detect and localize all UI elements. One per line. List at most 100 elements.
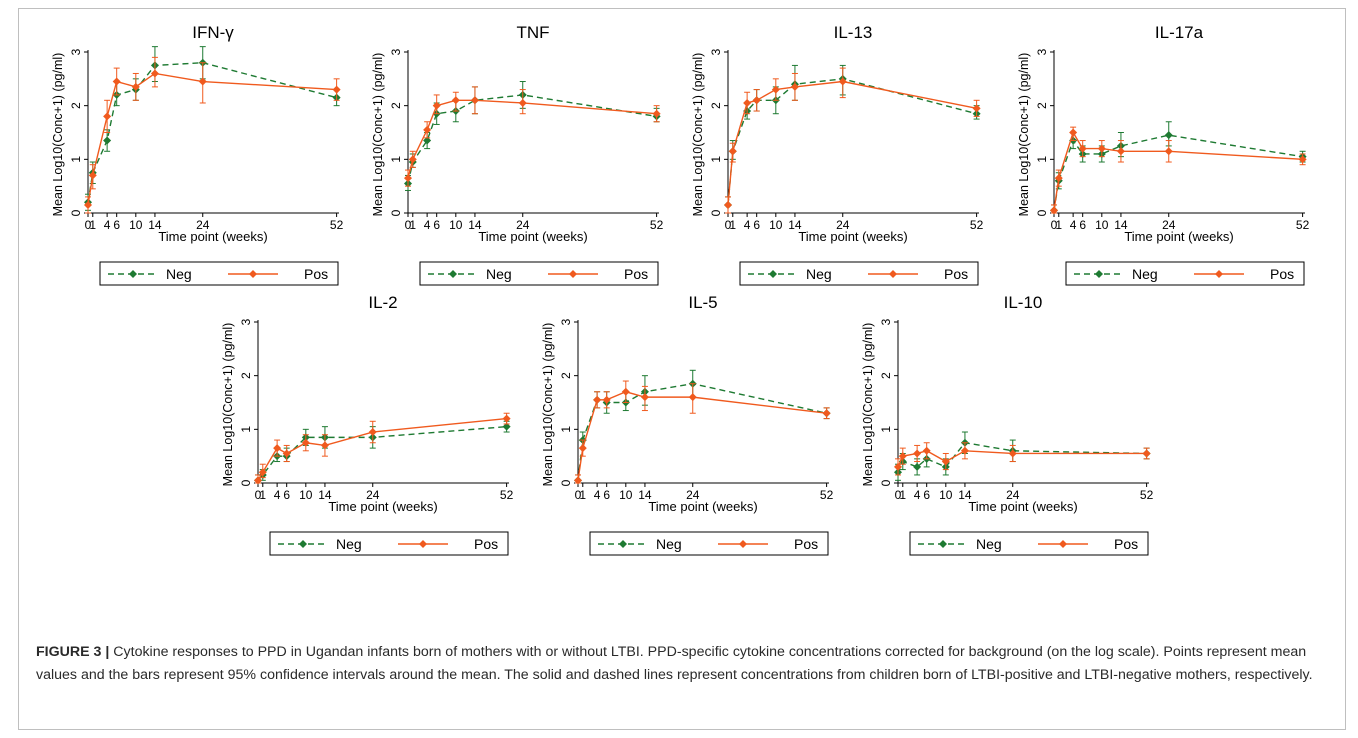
x-tick-label: 0 <box>1051 218 1058 232</box>
data-point <box>724 200 732 209</box>
data-point <box>470 96 479 105</box>
chart-title: IL-2 <box>368 293 397 312</box>
data-point <box>822 409 831 418</box>
x-tick-label: 4 <box>594 488 601 502</box>
y-tick-label: 3 <box>239 318 253 325</box>
chart-title: TNF <box>516 23 549 42</box>
x-tick-label: 0 <box>255 488 262 502</box>
data-point <box>688 393 697 402</box>
legend-label: Neg <box>166 266 192 282</box>
data-point <box>320 441 329 450</box>
y-tick-label: 2 <box>559 372 573 379</box>
legend-label: Pos <box>794 536 818 552</box>
data-point <box>282 449 291 458</box>
x-tick-label: 1 <box>409 218 416 232</box>
x-tick-label: 6 <box>113 218 120 232</box>
data-point <box>578 444 587 453</box>
legend-marker <box>449 270 457 278</box>
x-tick-label: 1 <box>899 488 906 502</box>
legend-marker <box>249 270 257 278</box>
x-tick-label: 4 <box>1070 218 1077 232</box>
x-tick-label: 6 <box>433 218 440 232</box>
legend-marker <box>129 270 137 278</box>
y-tick-label: 3 <box>879 318 893 325</box>
data-point <box>1069 128 1078 137</box>
x-tick-label: 6 <box>753 218 760 232</box>
y-tick-label: 2 <box>709 102 723 109</box>
x-tick-label: 24 <box>1162 218 1176 232</box>
y-tick-label: 2 <box>1035 102 1049 109</box>
series-line <box>257 417 507 481</box>
x-tick-label: 52 <box>1296 218 1310 232</box>
y-tick-label: 2 <box>239 372 253 379</box>
series-line <box>1053 130 1303 211</box>
data-point <box>1008 449 1017 458</box>
data-point <box>621 387 630 396</box>
data-point <box>922 446 931 455</box>
legend-label: Pos <box>624 266 648 282</box>
x-axis-label: Time point (weeks) <box>798 229 907 244</box>
x-tick-label: 10 <box>769 218 783 232</box>
y-tick-label: 3 <box>559 318 573 325</box>
x-axis-label: Time point (weeks) <box>968 499 1077 514</box>
data-point <box>752 96 761 105</box>
data-point <box>1078 144 1087 153</box>
x-tick-label: 52 <box>970 218 984 232</box>
legend-marker <box>739 540 747 548</box>
x-tick-label: 14 <box>148 218 162 232</box>
y-tick-label: 0 <box>879 479 893 486</box>
x-tick-label: 6 <box>1079 218 1086 232</box>
series-line <box>897 441 1147 473</box>
x-tick-label: 4 <box>424 218 431 232</box>
y-axis-label: Mean Log10(Conc+1) (pg/ml) <box>541 323 555 487</box>
x-tick-label: 1 <box>1055 218 1062 232</box>
x-axis-label: Time point (weeks) <box>328 499 437 514</box>
legend-marker <box>1095 270 1103 278</box>
legend-box <box>909 531 1149 556</box>
chart-title: IL-5 <box>688 293 717 312</box>
data-point <box>258 468 267 477</box>
legend-label: Pos <box>944 266 968 282</box>
legend-label: Neg <box>656 536 682 552</box>
data-point <box>518 98 527 107</box>
x-tick-label: 1 <box>259 488 266 502</box>
chart-title: IL-10 <box>1004 293 1043 312</box>
x-tick-label: 10 <box>449 218 463 232</box>
data-point <box>404 174 412 183</box>
x-axis-label: Time point (weeks) <box>158 229 267 244</box>
legend-label: Neg <box>976 536 1002 552</box>
y-tick-label: 1 <box>239 426 253 433</box>
x-tick-label: 10 <box>1095 218 1109 232</box>
y-tick-label: 1 <box>709 156 723 163</box>
legend-box <box>419 261 659 286</box>
x-tick-label: 14 <box>468 218 482 232</box>
data-point <box>198 77 207 86</box>
x-tick-label: 1 <box>729 218 736 232</box>
x-tick-label: 0 <box>575 488 582 502</box>
data-point <box>273 444 282 453</box>
legend-marker <box>939 540 947 548</box>
x-tick-label: 6 <box>603 488 610 502</box>
chart-title: IL-13 <box>834 23 873 42</box>
data-point <box>254 476 262 485</box>
legend-label: Neg <box>806 266 832 282</box>
legend-marker <box>1215 270 1223 278</box>
legend-box <box>589 531 829 556</box>
series-line <box>407 99 657 179</box>
series-line <box>897 450 1147 468</box>
y-tick-label: 0 <box>389 209 403 216</box>
y-tick-label: 3 <box>69 48 83 55</box>
x-tick-label: 10 <box>129 218 143 232</box>
legend-label: Neg <box>486 266 512 282</box>
series-line <box>727 80 977 206</box>
legend-label: Pos <box>474 536 498 552</box>
x-tick-label: 10 <box>939 488 953 502</box>
x-tick-label: 10 <box>299 488 313 502</box>
x-tick-label: 6 <box>283 488 290 502</box>
x-tick-label: 52 <box>500 488 514 502</box>
x-axis-label: Time point (weeks) <box>478 229 587 244</box>
y-axis-label: Mean Log10(Conc+1) (pg/ml) <box>371 53 385 217</box>
x-tick-label: 14 <box>318 488 332 502</box>
